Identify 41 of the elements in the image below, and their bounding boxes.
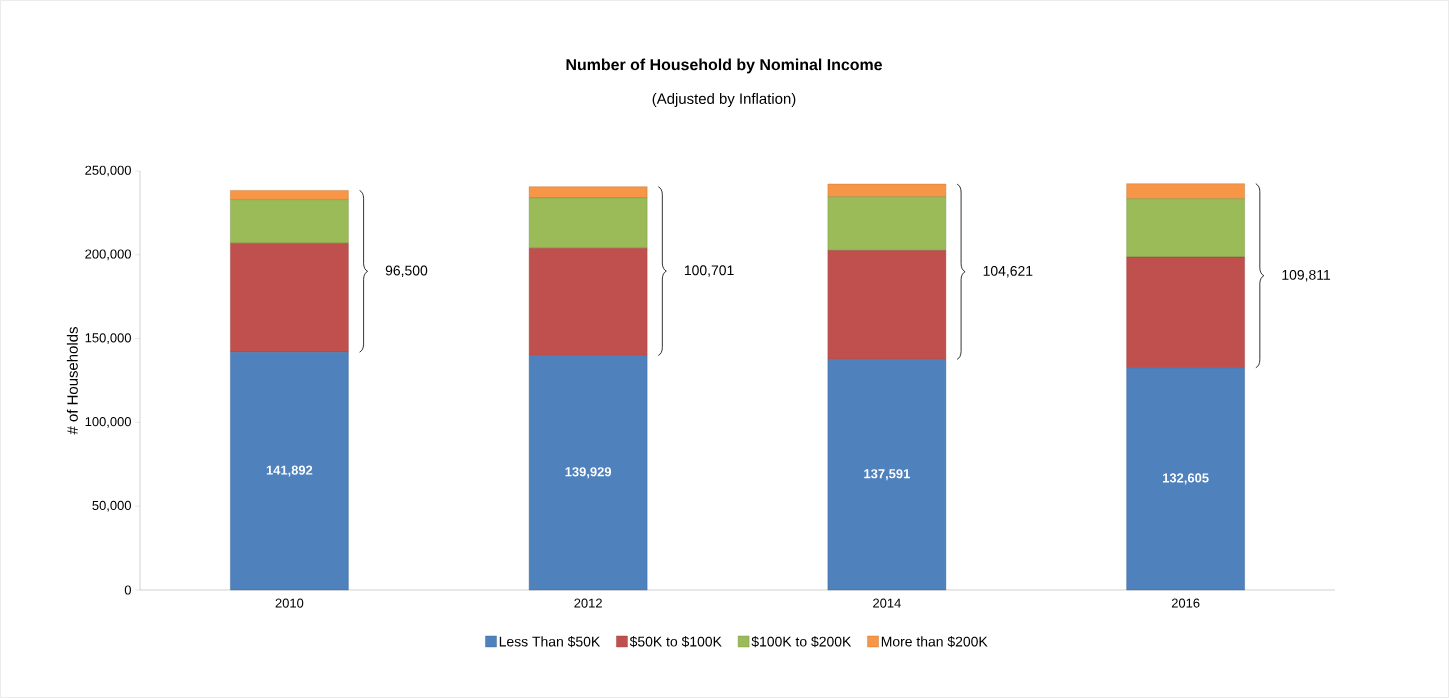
- bar: [827, 250, 947, 360]
- y-axis-title: # of Households: [66, 327, 78, 435]
- x-tick-label: 2016: [1171, 598, 1200, 608]
- legend-label: $50K to $100K: [629, 636, 722, 648]
- annotation: 109,811: [1282, 269, 1331, 282]
- annotation: 96,500: [385, 265, 428, 278]
- bar: [528, 355, 648, 591]
- bar: [827, 196, 947, 251]
- legend-label: More than $200K: [881, 636, 988, 648]
- legend-label: $100K to $200K: [751, 636, 852, 648]
- data-label: 141,892: [266, 465, 313, 477]
- bar: [827, 183, 947, 198]
- y-tick-label: 250,000: [85, 165, 131, 177]
- bar: [1126, 183, 1245, 199]
- x-tick-label: 2012: [574, 598, 602, 608]
- bar: [528, 248, 648, 356]
- bar: [827, 359, 947, 591]
- bar: [528, 186, 648, 199]
- data-label: 132,605: [1163, 473, 1209, 485]
- x-tick-label: 2014: [873, 598, 901, 608]
- bar: [1126, 256, 1245, 368]
- bar: [230, 351, 349, 591]
- y-tick-label: 200,000: [85, 249, 131, 261]
- chart-title: Number of Household by Nominal Income: [566, 58, 882, 74]
- data-label: 139,929: [565, 467, 612, 479]
- bar: [1126, 367, 1245, 591]
- bar: [230, 199, 349, 244]
- bar: [1126, 198, 1245, 258]
- bar: [528, 197, 648, 249]
- y-tick-label: 100,000: [85, 417, 131, 428]
- annotation: 100,701: [684, 265, 734, 277]
- bar: [230, 243, 349, 353]
- annotation: 104,621: [983, 265, 1033, 278]
- bar: [230, 190, 349, 200]
- y-tick-label: 50,000: [92, 500, 131, 512]
- legend-label: Less Than $50K: [499, 636, 601, 648]
- y-tick-label: 0: [124, 585, 131, 595]
- y-tick-label: 150,000: [85, 333, 131, 344]
- x-tick-label: 2010: [275, 598, 304, 608]
- data-label: 137,591: [864, 469, 910, 481]
- chart-subtitle: (Adjusted by Inflation): [652, 93, 796, 107]
